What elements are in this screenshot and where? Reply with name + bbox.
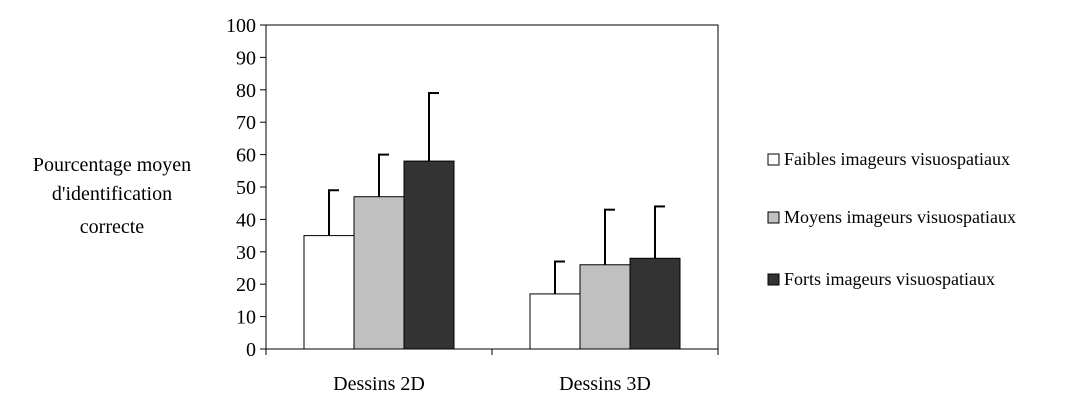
- bar: [579, 264, 631, 350]
- y-tick-label: 100: [226, 15, 256, 37]
- y-axis-label-line-2: d'identification: [52, 183, 172, 205]
- y-tick-label: 0: [246, 339, 256, 361]
- y-tick-label: 60: [236, 145, 256, 167]
- y-axis-label-line-3: correcte: [80, 216, 145, 238]
- legend-label-moyens: Moyens imageurs visuospatiaux: [784, 207, 1016, 227]
- legend-swatch-moyens: [767, 211, 780, 224]
- y-tick-label: 90: [236, 47, 256, 69]
- bar: [529, 293, 581, 350]
- y-tick-label: 50: [236, 177, 256, 199]
- bar: [353, 196, 405, 350]
- legend-swatch-faibles: [767, 153, 780, 166]
- legend-swatch-forts: [767, 273, 780, 286]
- bar: [629, 257, 681, 350]
- legend: Faibles imageurs visuospatiaux Moyens im…: [767, 149, 1016, 289]
- x-category-label: Dessins 3D: [559, 373, 651, 395]
- legend-label-forts: Forts imageurs visuospatiaux: [784, 269, 995, 289]
- bar: [403, 160, 455, 350]
- bar: [303, 235, 355, 350]
- y-tick-label: 40: [236, 209, 256, 231]
- y-tick-label: 30: [236, 242, 256, 264]
- y-tick-label: 10: [236, 307, 256, 329]
- legend-label-faibles: Faibles imageurs visuospatiaux: [784, 149, 1010, 169]
- y-tick-label: 20: [236, 274, 256, 296]
- y-tick-label: 80: [236, 80, 256, 102]
- x-category-label: Dessins 2D: [333, 373, 425, 395]
- y-axis-label-line-1: Pourcentage moyen: [33, 154, 191, 176]
- y-tick-label: 70: [236, 112, 256, 134]
